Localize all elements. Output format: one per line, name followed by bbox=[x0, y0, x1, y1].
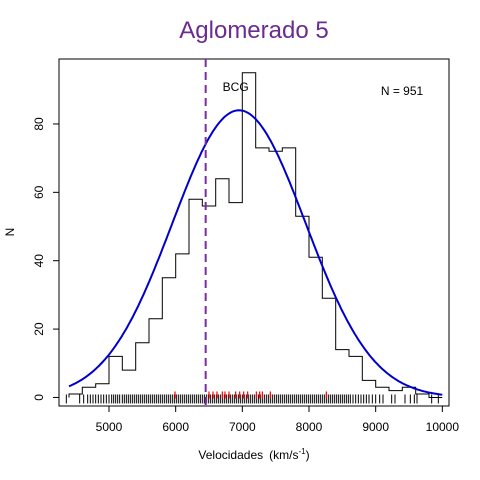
x-tick-label: 5000 bbox=[96, 420, 123, 434]
x-tick-label: 8000 bbox=[296, 420, 323, 434]
x-tick-label: 10000 bbox=[426, 420, 460, 434]
y-axis-label: N bbox=[3, 228, 17, 237]
y-tick-label: 40 bbox=[32, 254, 46, 268]
x-tick-label: 7000 bbox=[229, 420, 256, 434]
plot-area: BCG N = 951 bbox=[58, 58, 450, 407]
gaussian-fit-curve bbox=[68, 109, 443, 396]
x-axis-label: Velocidades (km/s-1) bbox=[198, 447, 309, 462]
plot-frame bbox=[58, 58, 450, 407]
x-axis-title: Velocidades bbox=[198, 448, 263, 462]
n-label: N = 951 bbox=[381, 84, 424, 98]
y-tick-label: 60 bbox=[32, 185, 46, 199]
rug bbox=[65, 391, 439, 404]
x-tick-label: 9000 bbox=[362, 420, 389, 434]
x-tick-label: 6000 bbox=[162, 420, 189, 434]
x-axis-unit-close: ) bbox=[306, 448, 310, 462]
x-axis: 5000 6000 7000 8000 9000 10000 bbox=[96, 406, 460, 434]
y-tick-label: 80 bbox=[32, 117, 46, 131]
x-axis-unit-exponent: -1 bbox=[298, 447, 306, 456]
y-axis: 0 20 40 60 80 bbox=[32, 117, 59, 401]
bcg-label: BCG bbox=[223, 80, 249, 94]
chart-title: Aglomerado 5 bbox=[179, 17, 328, 44]
y-tick-label: 20 bbox=[32, 322, 46, 336]
histogram-outline bbox=[68, 72, 443, 398]
y-tick-label: 0 bbox=[32, 394, 46, 401]
x-axis-unit: (km/s bbox=[269, 448, 298, 462]
